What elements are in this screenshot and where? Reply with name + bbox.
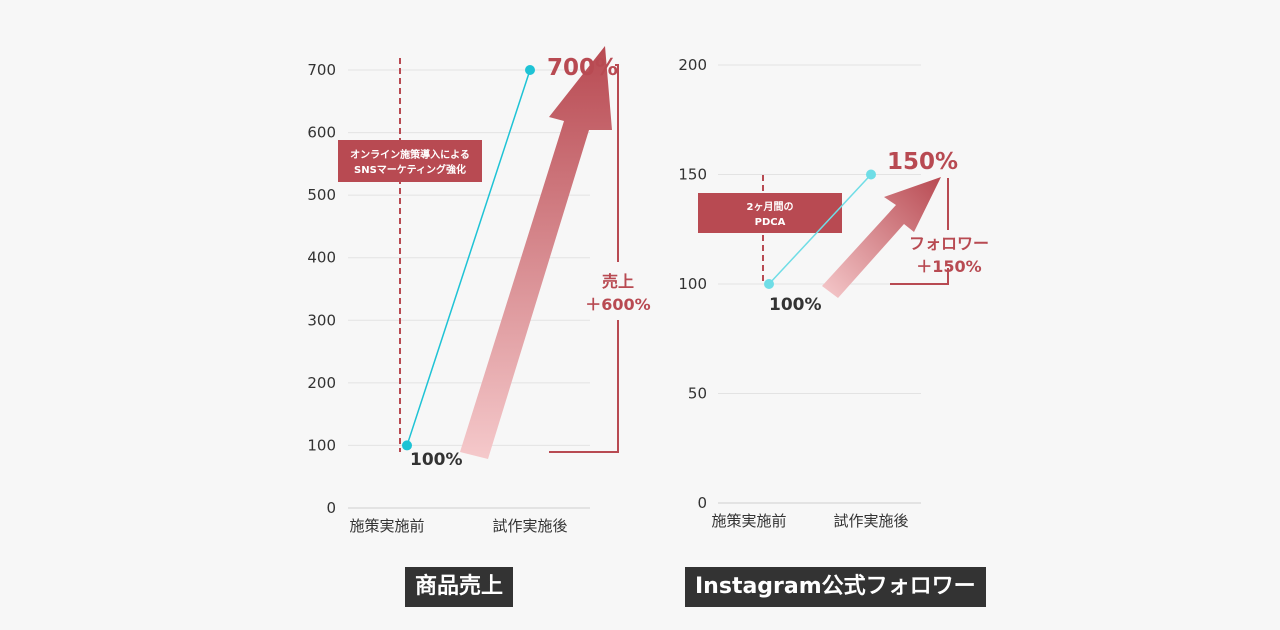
sales-category-before: 施策実施前: [349, 517, 424, 535]
followers-category-before: 施策実施前: [711, 512, 786, 530]
sales-point-after: [525, 65, 535, 75]
followers-annotation-line-1: 2ヶ月間の: [747, 201, 794, 213]
sales-annotation-line-2: SNSマーケティング強化: [354, 163, 466, 176]
followers-increase-label-2: ＋150%: [916, 257, 981, 276]
sales-annotation-line-1: オンライン施策導入による: [350, 148, 470, 161]
followers-y-tick-0: 0: [697, 494, 707, 512]
followers-chart-title: Instagram公式フォロワー: [685, 567, 986, 607]
sales-bracket-gap: [610, 262, 626, 320]
sales-growth-arrow: [460, 46, 612, 459]
followers-gridlines: [718, 64, 921, 504]
sales-label-before: 100%: [410, 450, 463, 470]
sales-label-after: 700%: [547, 55, 618, 81]
sales-increase-bracket: [549, 64, 619, 453]
sales-y-tick-100: 100: [307, 436, 336, 454]
followers-increase-bracket: [890, 178, 949, 285]
followers-point-after: [866, 169, 876, 180]
sales-y-tick-500: 500: [307, 186, 336, 204]
sales-y-tick-0: 0: [326, 499, 336, 517]
sales-annotation-box: [338, 140, 482, 182]
followers-label-after: 150%: [887, 149, 958, 175]
followers-increase-label-1: フォロワー: [909, 234, 989, 253]
sales-category-after: 試作実施後: [492, 517, 567, 535]
sales-increase-label-2: ＋600%: [585, 295, 650, 314]
chart-sales: 0 100 200 300 400 500 600 700 オンライン施策導入による SNSマ…: [307, 46, 651, 535]
sales-y-axis: 0 100 200 300 400 500 600 700: [307, 61, 336, 517]
followers-y-tick-200: 200: [678, 56, 707, 74]
followers-y-tick-150: 150: [678, 166, 707, 184]
followers-point-before: [764, 279, 774, 289]
sales-y-tick-600: 600: [307, 124, 336, 142]
sales-y-tick-200: 200: [307, 374, 336, 392]
sales-y-tick-400: 400: [307, 249, 336, 267]
followers-label-before: 100%: [769, 295, 822, 315]
sales-chart-title: 商品売上: [405, 567, 514, 607]
sales-series-line: [406, 69, 531, 446]
sales-y-tick-300: 300: [307, 311, 336, 329]
followers-y-tick-100: 100: [678, 275, 707, 293]
followers-y-axis: 0 50 100 150 200: [678, 56, 707, 512]
followers-series-line: [768, 173, 872, 285]
followers-y-tick-50: 50: [688, 385, 707, 403]
followers-annotation-box: [698, 193, 842, 233]
followers-growth-arrow: [822, 177, 941, 298]
followers-annotation-line-2: PDCA: [755, 217, 786, 228]
followers-category-after: 試作実施後: [833, 512, 908, 530]
sales-y-tick-700: 700: [307, 61, 336, 79]
sales-point-before: [402, 440, 412, 451]
sales-increase-label-1: 売上: [602, 272, 634, 291]
